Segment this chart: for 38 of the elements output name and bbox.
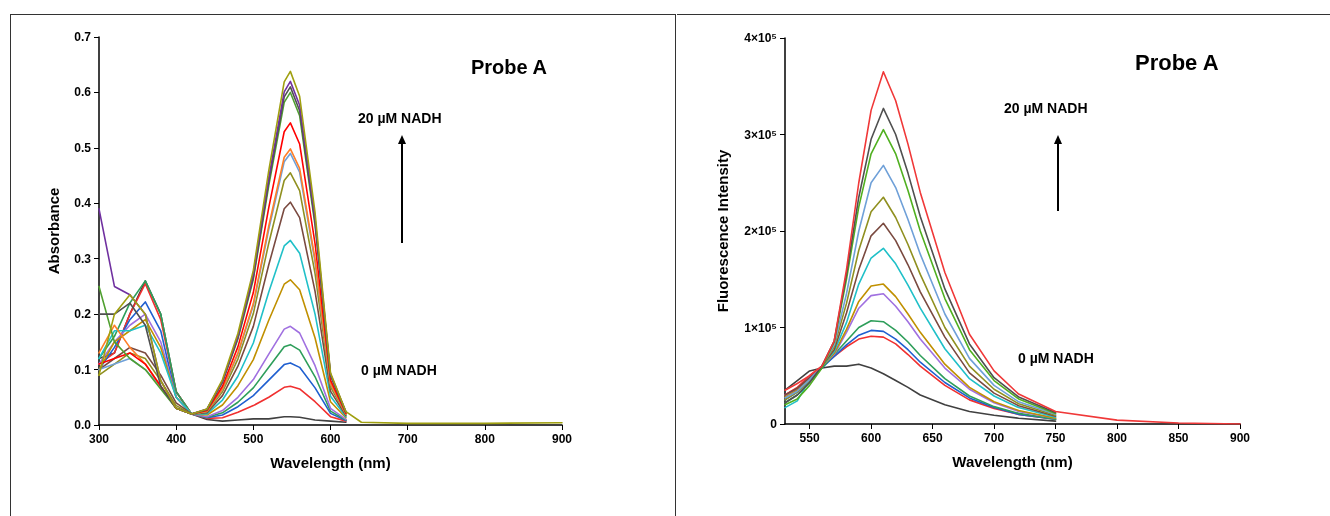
y-tick-label: 0.1	[74, 362, 92, 377]
x-tick-label: 550	[799, 431, 820, 445]
x-axis-title: Wavelength (nm)	[270, 454, 391, 471]
x-axis-title: Wavelength (nm)	[952, 453, 1073, 470]
y-tick-label: 3×10⁵	[744, 127, 777, 142]
x-tick-label: 600	[320, 432, 341, 446]
y-tick-label: 4×10⁵	[744, 31, 777, 45]
x-tick-label: 600	[861, 431, 882, 445]
y-tick-label: 0.7	[74, 30, 92, 44]
annotation: Probe A	[1135, 49, 1219, 75]
x-tick-label: 500	[243, 432, 264, 446]
x-tick-label: 750	[1045, 431, 1066, 445]
annotation: Probe A	[471, 56, 547, 78]
y-tick-label: 0	[770, 417, 778, 431]
x-tick-label: 850	[1168, 431, 1189, 445]
y-tick-label: 0.6	[74, 85, 92, 100]
y-tick-label: 0.5	[74, 140, 92, 155]
annotation: 0 µM NADH	[1018, 350, 1094, 366]
x-tick-label: 400	[166, 432, 187, 446]
y-tick-label: 0.2	[74, 307, 92, 322]
x-tick-label: 800	[474, 432, 496, 446]
y-tick-label: 1×10⁵	[744, 320, 777, 335]
x-tick-label: 900	[1229, 431, 1251, 445]
y-tick-label: 0.0	[74, 418, 92, 432]
x-tick-label: 650	[922, 431, 943, 445]
x-tick-label: 300	[88, 432, 110, 446]
y-tick-label: 2×10⁵	[744, 224, 777, 238]
x-tick-label: 700	[397, 432, 418, 446]
y-tick-label: 0.4	[74, 196, 92, 211]
y-axis-title: Fluorescence Intensity	[714, 149, 731, 313]
annotation: 20 µM NADH	[358, 110, 442, 126]
annotation: 0 µM NADH	[361, 362, 437, 378]
x-tick-label: 700	[984, 431, 1005, 445]
y-tick-label: 0.3	[74, 251, 92, 266]
annotation: 20 µM NADH	[1004, 100, 1088, 116]
x-tick-label: 900	[551, 432, 573, 446]
x-tick-label: 800	[1107, 431, 1128, 445]
y-axis-title: Absorbance	[45, 187, 62, 275]
